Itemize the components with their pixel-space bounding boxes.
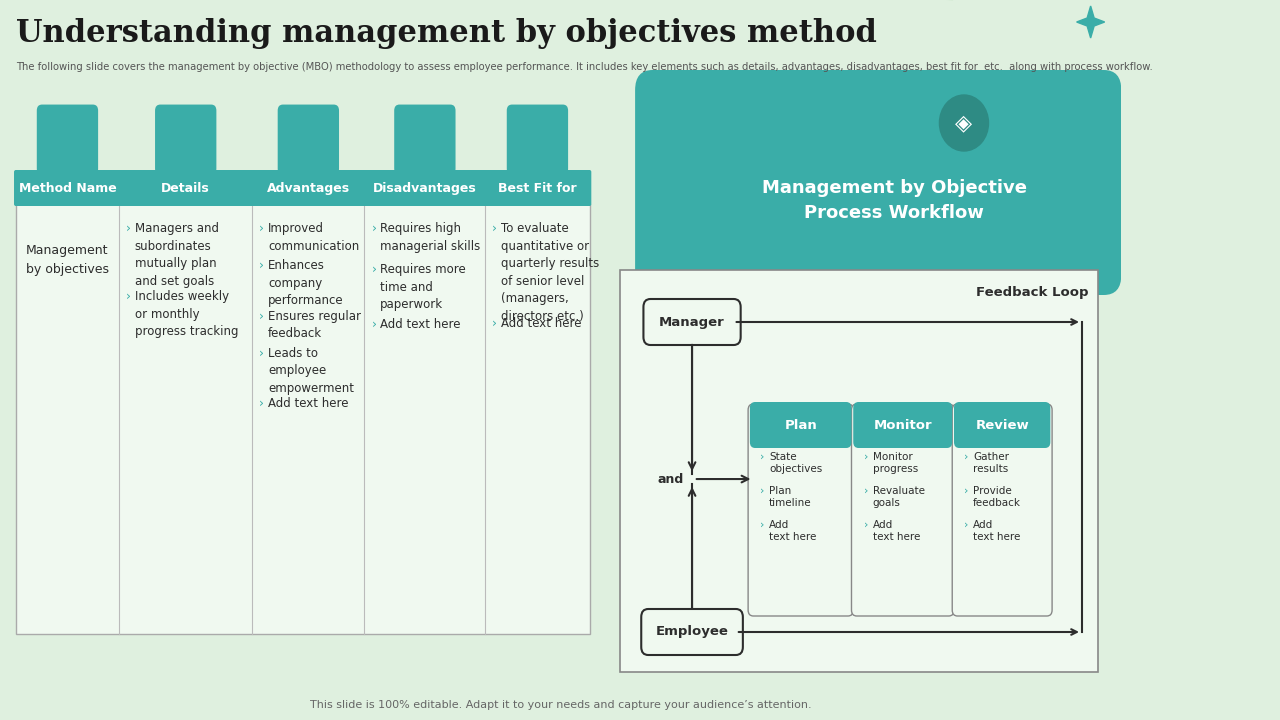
Text: Includes weekly
or monthly
progress tracking: Includes weekly or monthly progress trac… bbox=[134, 290, 238, 338]
Text: Improved
communication: Improved communication bbox=[268, 222, 360, 253]
Text: ›: › bbox=[260, 397, 264, 410]
Text: ›: › bbox=[965, 486, 969, 496]
Text: Gather
results: Gather results bbox=[973, 452, 1009, 474]
Text: Management by Objective
Process Workflow: Management by Objective Process Workflow bbox=[762, 179, 1027, 222]
FancyBboxPatch shape bbox=[952, 404, 1052, 616]
FancyBboxPatch shape bbox=[155, 104, 216, 174]
Text: ›: › bbox=[864, 486, 868, 496]
Text: ›: › bbox=[965, 452, 969, 462]
FancyBboxPatch shape bbox=[954, 402, 1051, 448]
FancyBboxPatch shape bbox=[507, 104, 568, 174]
FancyBboxPatch shape bbox=[748, 404, 854, 616]
FancyBboxPatch shape bbox=[15, 204, 590, 634]
Text: Requires more
time and
paperwork: Requires more time and paperwork bbox=[380, 263, 466, 311]
Text: Plan
timeline: Plan timeline bbox=[769, 486, 812, 508]
FancyBboxPatch shape bbox=[621, 270, 1098, 672]
Text: ›: › bbox=[371, 263, 376, 276]
Text: This slide is 100% editable. Adapt it to your needs and capture your audience’s : This slide is 100% editable. Adapt it to… bbox=[310, 700, 812, 710]
Text: Managers and
subordinates
mutually plan
and set goals: Managers and subordinates mutually plan … bbox=[134, 222, 219, 287]
Text: Leads to
employee
empowerment: Leads to employee empowerment bbox=[268, 346, 355, 395]
Text: Revaluate
goals: Revaluate goals bbox=[873, 486, 924, 508]
Text: State
objectives: State objectives bbox=[769, 452, 822, 474]
Text: To evaluate
quantitative or
quarterly results
of senior level
(managers,
directo: To evaluate quantitative or quarterly re… bbox=[500, 222, 599, 323]
Text: ›: › bbox=[965, 520, 969, 530]
Text: ›: › bbox=[760, 452, 764, 462]
Text: Review: Review bbox=[975, 418, 1029, 431]
Text: ›: › bbox=[127, 222, 131, 235]
Text: Add
text here: Add text here bbox=[873, 520, 920, 542]
Text: Advantages: Advantages bbox=[266, 181, 349, 194]
Text: Ensures regular
feedback: Ensures regular feedback bbox=[268, 310, 361, 340]
Text: Management
by objectives: Management by objectives bbox=[26, 244, 109, 276]
Text: Add text here: Add text here bbox=[268, 397, 348, 410]
Text: Best Fit for: Best Fit for bbox=[498, 181, 577, 194]
Circle shape bbox=[940, 95, 988, 151]
Text: Details: Details bbox=[161, 181, 210, 194]
Text: Understanding management by objectives method: Understanding management by objectives m… bbox=[15, 18, 877, 49]
Text: ›: › bbox=[260, 259, 264, 272]
Text: Add
text here: Add text here bbox=[973, 520, 1020, 542]
Text: Add
text here: Add text here bbox=[769, 520, 817, 542]
Text: Provide
feedback: Provide feedback bbox=[973, 486, 1021, 508]
Polygon shape bbox=[1076, 6, 1105, 38]
Text: ◈: ◈ bbox=[955, 113, 973, 133]
Text: ›: › bbox=[260, 346, 264, 359]
Text: ›: › bbox=[260, 310, 264, 323]
Text: ›: › bbox=[760, 486, 764, 496]
Text: ›: › bbox=[864, 520, 868, 530]
Text: ›: › bbox=[864, 452, 868, 462]
FancyBboxPatch shape bbox=[278, 104, 339, 174]
Text: Add text here: Add text here bbox=[500, 317, 581, 330]
Text: ›: › bbox=[260, 222, 264, 235]
Text: Requires high
managerial skills: Requires high managerial skills bbox=[380, 222, 480, 253]
FancyBboxPatch shape bbox=[37, 104, 99, 174]
FancyBboxPatch shape bbox=[394, 104, 456, 174]
Text: ›: › bbox=[493, 222, 498, 235]
Text: Monitor
progress: Monitor progress bbox=[873, 452, 918, 474]
FancyBboxPatch shape bbox=[750, 402, 851, 448]
Text: ›: › bbox=[760, 520, 764, 530]
Text: Method Name: Method Name bbox=[19, 181, 116, 194]
Text: ›: › bbox=[493, 317, 498, 330]
Text: Plan: Plan bbox=[785, 418, 817, 431]
Text: Feedback Loop: Feedback Loop bbox=[975, 286, 1088, 299]
Text: and: and bbox=[657, 472, 684, 485]
Text: ›: › bbox=[371, 318, 376, 330]
FancyBboxPatch shape bbox=[641, 609, 742, 655]
Text: Add text here: Add text here bbox=[380, 318, 461, 330]
FancyBboxPatch shape bbox=[14, 170, 591, 206]
FancyBboxPatch shape bbox=[851, 404, 954, 616]
Text: Manager: Manager bbox=[659, 315, 724, 328]
Text: Disadvantages: Disadvantages bbox=[372, 181, 476, 194]
Text: The following slide covers the management by objective (MBO) methodology to asse: The following slide covers the managemen… bbox=[15, 62, 1152, 72]
Text: Monitor: Monitor bbox=[873, 418, 932, 431]
FancyBboxPatch shape bbox=[635, 70, 1121, 295]
Text: Employee: Employee bbox=[655, 626, 728, 639]
Text: Enhances
company
performance: Enhances company performance bbox=[268, 259, 344, 307]
FancyBboxPatch shape bbox=[854, 402, 952, 448]
FancyBboxPatch shape bbox=[644, 299, 741, 345]
Text: ›: › bbox=[371, 222, 376, 235]
Text: ›: › bbox=[127, 290, 131, 303]
